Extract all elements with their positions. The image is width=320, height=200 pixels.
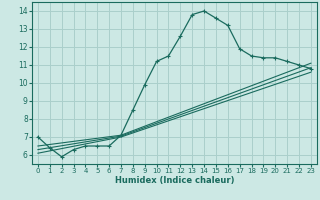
X-axis label: Humidex (Indice chaleur): Humidex (Indice chaleur) [115,176,234,185]
